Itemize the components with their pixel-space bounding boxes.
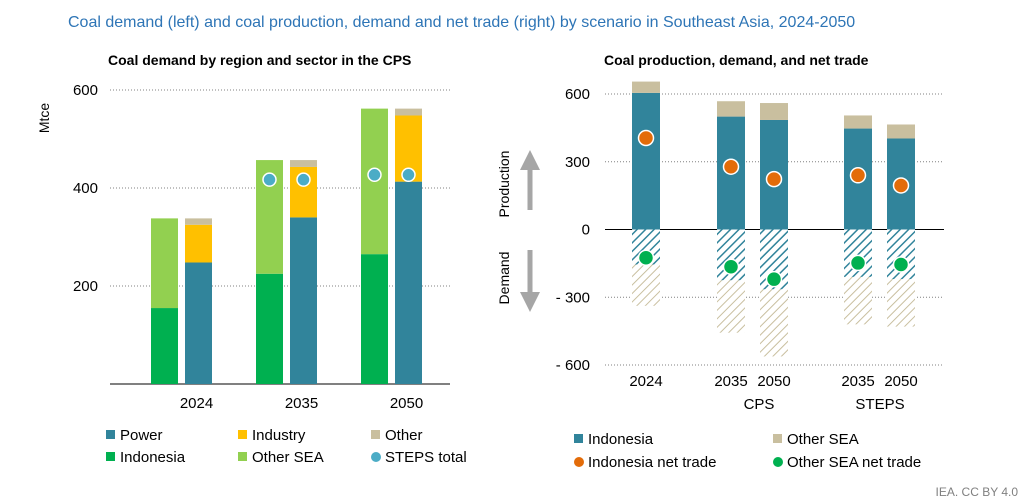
right-bar-production-other-sea-5 [887,124,915,139]
right-marker-other-sea-net-trade-5 [892,256,910,273]
right-marker-other-sea-net-trade-4 [849,254,867,272]
right-legend: Indonesia Other SEA Indonesia net trade Oth… [574,431,921,471]
right-bar-demand-other-sea-5 [887,279,915,327]
left-bar-other-2050 [395,108,422,116]
legend-marker-steps-total [371,452,381,462]
right-y-tick--600: - 600 [556,357,590,374]
right-x-tick-4: 2035 [841,373,874,390]
legend-swatch-indonesia [574,434,583,443]
right-x-tick-5: 2050 [884,373,917,390]
right-marker-indonesia-net-trade-5 [892,177,910,194]
left-marker-steps-total-2035-2 [296,172,311,187]
right-bars [632,81,915,357]
right-y-tick--300: - 300 [556,289,590,306]
legend-swatch-other-sea [238,452,247,461]
left-bar-other-2035 [290,160,317,167]
right-x-tick-3: 2050 [757,373,790,390]
left-chart: Coal demand by region and sector in the … [36,52,450,412]
right-chart-title: Coal production, demand, and net trade [604,52,869,68]
left-bar-other-sea-2024 [151,218,178,309]
left-markers [262,167,416,187]
right-bar-production-indonesia-1 [632,92,660,230]
left-legend: Power Industry Other Indonesia Other SEA STEP… [106,427,467,466]
right-x-ticks: 2024 2035 2050 2035 2050 CPS STEPS [629,373,917,413]
legend-label-industry: Industry [252,427,306,444]
left-bar-other-2024 [185,218,212,225]
left-marker-steps-total-2035-1 [262,172,277,187]
right-group-label-cps: CPS [744,396,775,413]
legend-label-other-sea: Other SEA [252,449,324,466]
left-chart-title: Coal demand by region and sector in the … [108,52,411,68]
left-bar-indonesia-2035 [256,273,283,384]
right-y-tick-300: 300 [565,154,590,171]
right-bar-demand-other-sea-2 [717,280,745,333]
left-x-tick-2035: 2035 [285,395,318,412]
right-chart: Coal production, demand, and net trade 6… [496,52,944,413]
left-bar-indonesia-2024 [151,308,178,384]
production-arrow-label: Production [496,150,540,218]
legend-marker-other-sea-net-trade [773,457,783,467]
right-marker-other-sea-net-trade-3 [765,270,783,288]
right-marker-indonesia-net-trade-2 [722,158,740,175]
figure-title: Coal demand (left) and coal production, … [68,14,855,31]
credit-text: IEA. CC BY 4.0 [936,485,1019,499]
right-marker-other-sea-net-trade-2 [722,258,740,276]
legend-label-other: Other [385,427,423,444]
legend-label-other-sea: Other SEA [787,431,859,448]
left-y-tick-400: 400 [73,180,98,197]
left-bar-power-2035 [290,217,317,384]
right-marker-indonesia-net-trade-3 [765,170,783,188]
left-x-tick-2050: 2050 [390,395,423,412]
right-group-label-steps: STEPS [855,396,904,413]
production-label: Production [496,151,512,218]
right-bar-production-other-sea-2 [717,101,745,117]
legend-swatch-other-sea [773,434,782,443]
right-x-tick-2: 2035 [714,373,747,390]
left-x-ticks: 2024 2035 2050 [180,395,423,412]
right-bar-production-other-sea-4 [844,115,872,129]
demand-arrow-label: Demand [496,250,540,312]
legend-label-indonesia: Indonesia [120,449,186,466]
right-marker-indonesia-net-trade-4 [849,167,867,184]
right-bar-production-other-sea-1 [632,81,660,93]
legend-swatch-industry [238,430,247,439]
left-bar-indonesia-2050 [361,254,388,384]
right-y-tick-600: 600 [565,86,590,103]
right-y-ticks: 600 300 0 - 300 - 600 [556,86,590,374]
left-bar-power-2050 [395,181,422,384]
legend-label-other-sea-net-trade: Other SEA net trade [787,454,921,471]
left-y-axis-label: Mtce [36,103,52,134]
right-bar-demand-other-sea-3 [760,289,788,357]
left-y-tick-200: 200 [73,278,98,295]
demand-label: Demand [496,252,512,305]
legend-label-indonesia-net-trade: Indonesia net trade [588,454,716,471]
right-x-tick-1: 2024 [629,373,662,390]
right-markers [637,129,910,288]
legend-marker-indonesia-net-trade [574,457,584,467]
legend-swatch-power [106,430,115,439]
right-bar-production-other-sea-3 [760,103,788,120]
left-x-tick-2024: 2024 [180,395,213,412]
left-y-ticks: 200 400 600 [73,82,98,295]
legend-label-indonesia: Indonesia [588,431,654,448]
left-bars [151,108,422,384]
right-marker-indonesia-net-trade-1 [637,129,655,147]
legend-swatch-indonesia [106,452,115,461]
left-bar-power-2024 [185,262,212,384]
right-bar-demand-other-sea-4 [844,276,872,325]
legend-swatch-other [371,430,380,439]
left-y-tick-600: 600 [73,82,98,99]
right-bar-demand-other-sea-1 [632,264,660,306]
left-marker-steps-total-2050-1 [367,167,382,183]
left-bar-industry-2024 [185,224,212,263]
right-marker-other-sea-net-trade-1 [637,249,655,266]
left-marker-steps-total-2050-2 [401,167,416,183]
legend-label-power: Power [120,427,163,444]
legend-label-steps-total: STEPS total [385,449,467,466]
right-y-tick-0: 0 [582,222,590,239]
